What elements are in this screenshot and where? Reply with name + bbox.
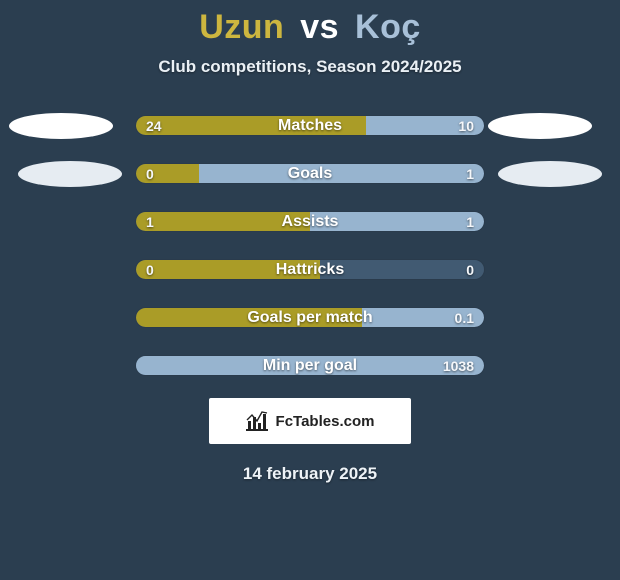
vs-label: vs — [300, 8, 339, 46]
team-marker — [498, 161, 602, 187]
chart-icon — [246, 411, 268, 431]
stat-rows: Matches2410 Goals01 Assists11 Hattricks00 Go… — [135, 115, 485, 376]
brand-badge: FcTables.com — [209, 398, 411, 444]
stat-row: Assists11 — [135, 211, 485, 232]
stat-row: Goals per match0.1 — [135, 307, 485, 328]
chart-area: Matches2410 Goals01 Assists11 Hattricks00 Go… — [0, 115, 620, 376]
bar-player1 — [136, 212, 310, 231]
bar-player2 — [136, 356, 484, 375]
snapshot-date: 14 february 2025 — [243, 464, 377, 484]
bar-player2 — [362, 308, 484, 327]
bar-player2 — [310, 212, 484, 231]
team-marker — [488, 113, 592, 139]
bar-player1 — [136, 164, 199, 183]
brand-text: FcTables.com — [276, 413, 375, 430]
stat-row: Goals01 — [135, 163, 485, 184]
bar-player1 — [136, 260, 320, 279]
team-marker — [9, 113, 113, 139]
subtitle: Club competitions, Season 2024/2025 — [158, 57, 461, 77]
team-marker — [18, 161, 122, 187]
stat-row: Hattricks00 — [135, 259, 485, 280]
bar-player1 — [136, 308, 362, 327]
player1-name: Uzun — [199, 8, 284, 46]
page-title: Uzun vs Koç — [199, 8, 421, 47]
stat-row: Min per goal1038 — [135, 355, 485, 376]
comparison-card: Uzun vs Koç Club competitions, Season 20… — [0, 0, 620, 484]
player2-name: Koç — [355, 8, 421, 46]
bar-player2 — [366, 116, 484, 135]
stat-value-player2: 0 — [466, 260, 474, 279]
bar-player2 — [199, 164, 484, 183]
stat-row: Matches2410 — [135, 115, 485, 136]
bar-player1 — [136, 116, 366, 135]
